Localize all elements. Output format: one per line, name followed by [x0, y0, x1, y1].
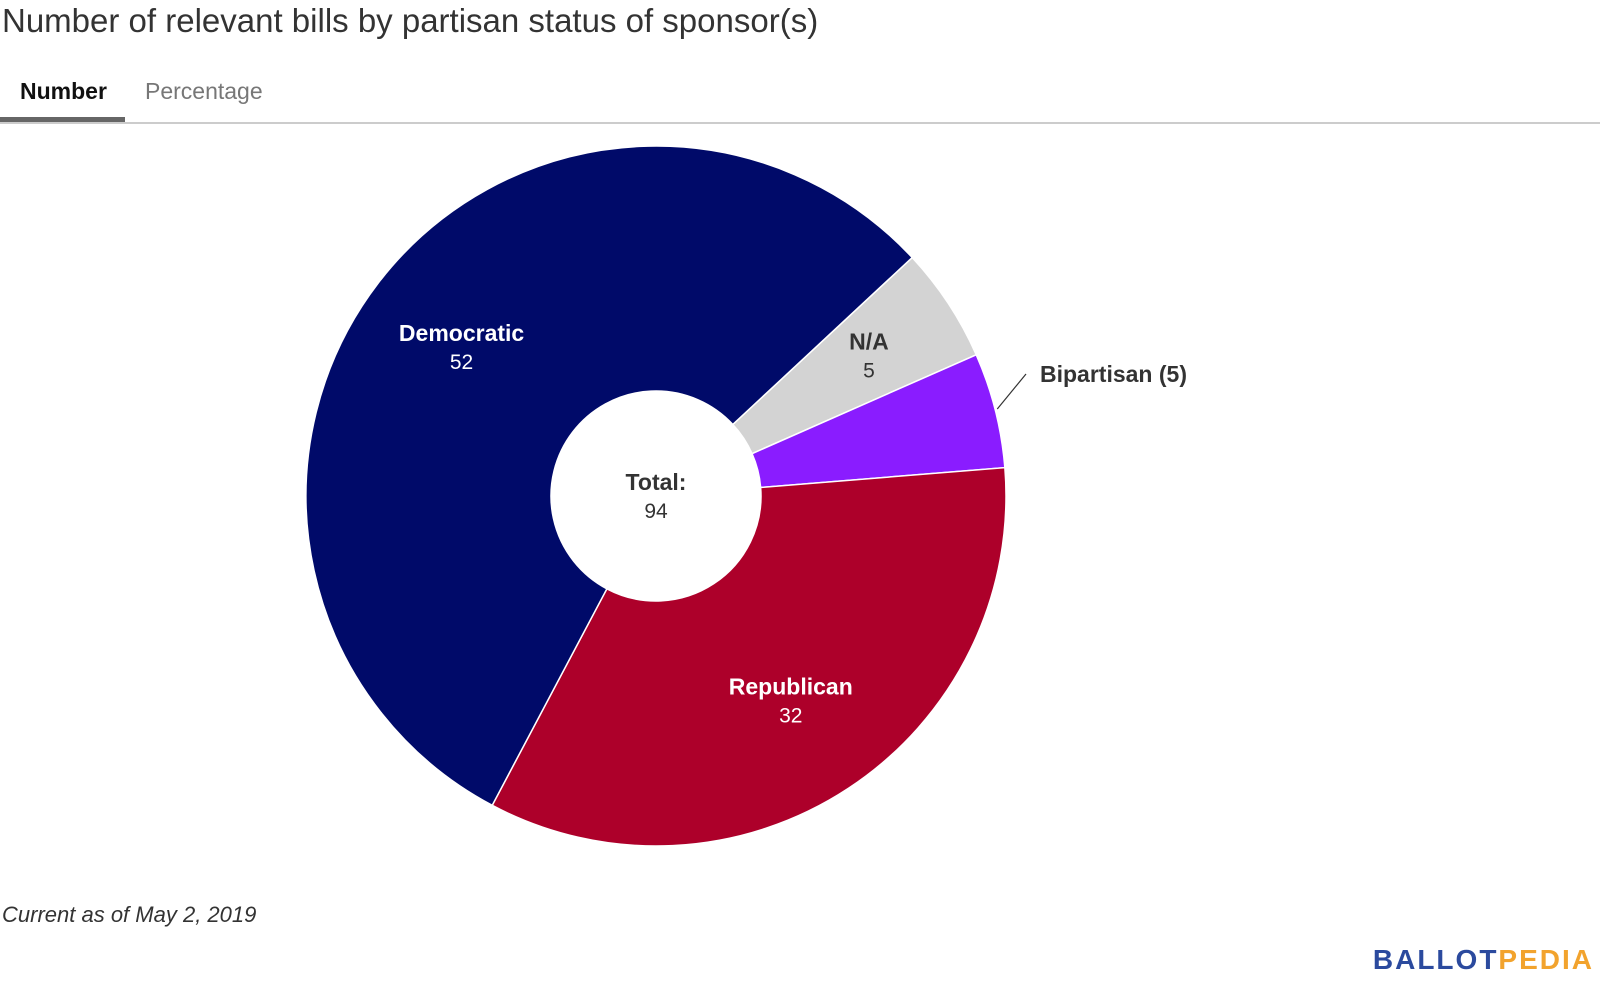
view-tabs: Number Percentage — [0, 70, 1600, 124]
logo-part-pedia: PEDIA — [1498, 944, 1594, 975]
logo-part-ballot: BALLOT — [1372, 944, 1499, 975]
date-footnote: Current as of May 2, 2019 — [2, 902, 257, 927]
slice-label-bipartisan: Bipartisan (5) — [1040, 361, 1187, 387]
slice-value-democratic: 52 — [450, 351, 473, 374]
slice-label-democratic: Democratic — [399, 320, 524, 346]
slice-label-republican: Republican — [729, 674, 853, 700]
slice-republican — [491, 466, 1007, 847]
chart-title: Number of relevant bills by partisan sta… — [2, 2, 819, 39]
donut-chart: N/A 5 Bipartisan (5) Republican 32 Democratic… — [305, 145, 1187, 847]
leader-line-bipartisan — [996, 373, 1027, 410]
tab-number[interactable]: Number — [0, 70, 125, 122]
slice-value-republican: 32 — [779, 705, 802, 728]
tab-percentage[interactable]: Percentage — [145, 78, 263, 104]
center-total-value: 94 — [644, 500, 668, 523]
center-total-label: Total: — [626, 469, 687, 495]
slice-democratic — [305, 145, 914, 807]
ballotpedia-logo[interactable]: BALLOTPEDIA — [1373, 944, 1594, 976]
slice-value-n-a: 5 — [863, 360, 875, 383]
slice-label-n-a: N/A — [849, 329, 889, 355]
